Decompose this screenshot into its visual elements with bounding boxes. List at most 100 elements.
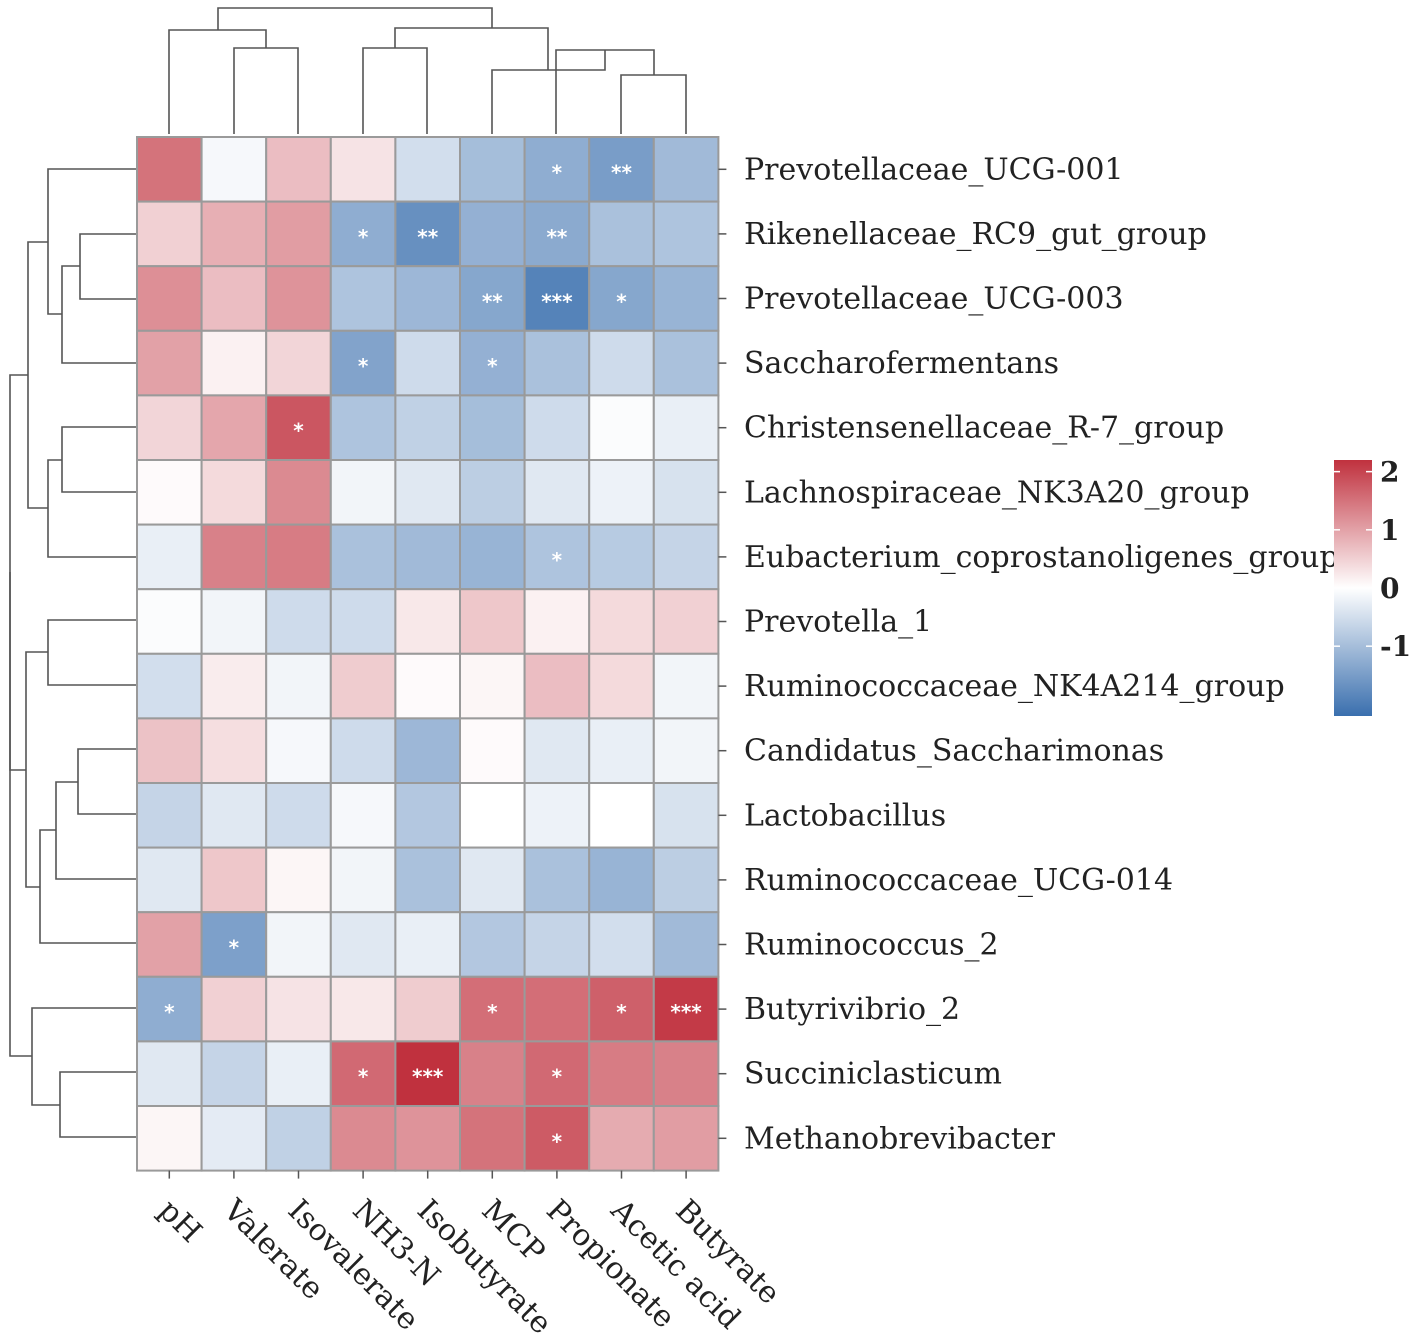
heatmap-cell: [523, 911, 591, 978]
significance-mark: **: [611, 160, 632, 184]
heatmap-cell: [265, 846, 332, 914]
row-label: Prevotellaceae_UCG-003: [744, 282, 1124, 317]
heatmap-cell: [523, 846, 591, 914]
heatmap-cell: [136, 1105, 203, 1172]
heatmap-cell: [523, 717, 591, 785]
heatmap-cell: [459, 588, 526, 655]
heatmap-cell: [523, 782, 591, 849]
significance-mark: *: [616, 290, 627, 314]
heatmap-cell: [459, 911, 526, 978]
heatmap-cell: [588, 975, 655, 1043]
significance-mark: *: [552, 1065, 563, 1089]
significance-mark: *: [358, 1065, 369, 1089]
heatmap-cell: [459, 200, 526, 268]
heatmap-cell: [459, 652, 526, 720]
row-label: Ruminococcaceae_NK4A214_group: [744, 669, 1285, 704]
heatmap-cell: [588, 136, 655, 203]
heatmap-cell: [394, 329, 461, 397]
heatmap-cell: [394, 846, 461, 914]
column-labels: pH ValerateIsovalerateNH3-NIsobutyrateMCP…: [152, 1170, 787, 1337]
heatmap-cell: [200, 265, 268, 332]
color-legend: 2 1 0 -1: [1334, 456, 1411, 716]
heatmap-cell: [200, 394, 268, 461]
heatmap-cell: [588, 265, 655, 332]
color-legend-bar: [1334, 460, 1372, 716]
heatmap-cell: [136, 652, 203, 720]
significance-mark: *: [358, 354, 369, 378]
row-dendrogram: [9, 168, 137, 1138]
column-label: pH: [152, 1193, 209, 1250]
heatmap-cell: [523, 136, 591, 203]
heatmap-cell: [200, 136, 268, 203]
row-label: Butyrivibrio_2: [744, 992, 960, 1027]
significance-mark: ***: [541, 290, 573, 314]
heatmap-cell: [459, 782, 526, 849]
heatmap-cell: [136, 717, 203, 785]
heatmap-cell: [136, 329, 203, 397]
significance-mark: *: [616, 1000, 627, 1024]
heatmap-cell: [136, 265, 203, 332]
heatmap-cell: [265, 652, 332, 720]
heatmap-cell: [200, 652, 268, 720]
row-labels: Prevotellaceae_UCG-001 Rikenellaceae_RC9_…: [718, 152, 1339, 1156]
significance-mark: *: [487, 354, 498, 378]
heatmap-cell: [652, 1040, 720, 1108]
heatmap-cell: [136, 782, 203, 849]
heatmap-cell: [652, 717, 720, 785]
heatmap-cell: [523, 329, 591, 397]
legend-tick-label: 1: [1380, 514, 1399, 547]
legend-tick-label: 2: [1380, 456, 1399, 489]
heatmap-cell: [394, 1105, 461, 1172]
heatmap-cell: [136, 1040, 203, 1108]
legend-tick-label: 0: [1380, 572, 1399, 605]
heatmap-cell: [588, 329, 655, 397]
heatmap-cell: [329, 588, 397, 655]
row-label: Prevotella_1: [744, 605, 932, 640]
heatmap-cell: [588, 394, 655, 461]
significance-mark: *: [229, 936, 240, 960]
heatmap-cell: [265, 136, 332, 203]
row-label: Christensenellaceae_R-7_group: [744, 411, 1224, 446]
heatmap-cell: [523, 394, 591, 461]
row-label: Candidatus_Saccharimonas: [744, 734, 1164, 769]
heatmap-cell: [329, 975, 397, 1043]
row-label: Eubacterium_coprostanoligenes_group: [744, 540, 1339, 575]
heatmap-cell: [652, 975, 720, 1043]
heatmap-cell: [394, 717, 461, 785]
heatmap-cell: [200, 975, 268, 1043]
heatmap-cell: [394, 911, 461, 978]
heatmap-cell: [652, 588, 720, 655]
significance-mark: *: [358, 225, 369, 249]
heatmap-cell: [459, 846, 526, 914]
heatmap-cell: [652, 394, 720, 461]
heatmap-cell: [329, 846, 397, 914]
heatmap-cell: [459, 1105, 526, 1172]
heatmap-cell: [265, 1105, 332, 1172]
heatmap-cell: [652, 265, 720, 332]
heatmap-cell: [200, 846, 268, 914]
heatmap-cell: [588, 911, 655, 978]
heatmap-cell: [459, 136, 526, 203]
heatmap-cell: [200, 717, 268, 785]
heatmap-cell: [265, 975, 332, 1043]
row-label: Methanobrevibacter: [744, 1121, 1056, 1156]
heatmap-cell: [652, 200, 720, 268]
heatmap-cell: [459, 394, 526, 461]
significance-mark: ***: [412, 1065, 444, 1089]
significance-mark: **: [546, 225, 567, 249]
heatmap-cell: [588, 588, 655, 655]
heatmap-cell: [329, 136, 397, 203]
heatmap-cell: [265, 200, 332, 268]
heatmap-cell: [652, 1105, 720, 1172]
heatmap-cell: [265, 459, 332, 526]
heatmap-cell: [652, 911, 720, 978]
heatmap-cell: [200, 523, 268, 591]
significance-mark: ***: [670, 1000, 702, 1024]
heatmap-cell: [459, 459, 526, 526]
heatmap-cell: [329, 782, 397, 849]
heatmap-cell: [329, 1105, 397, 1172]
heatmap-cell: [588, 459, 655, 526]
heatmap-cell: [394, 523, 461, 591]
heatmap-cell: [200, 1105, 268, 1172]
